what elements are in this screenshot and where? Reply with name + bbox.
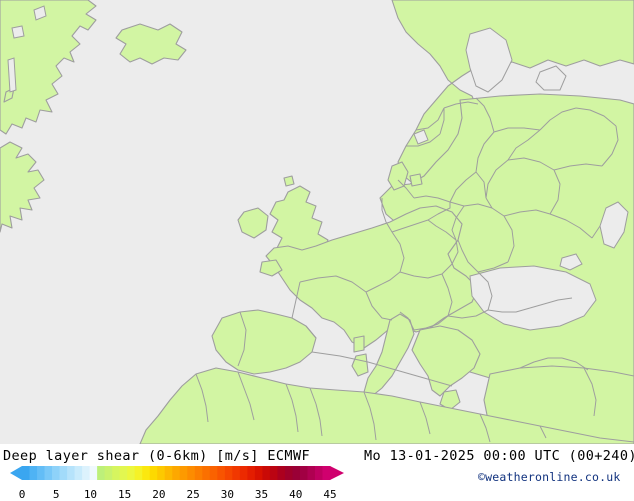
colorbar-swatch [277, 466, 286, 480]
colorbar-swatch [209, 466, 218, 480]
colorbar-swatches [10, 466, 344, 480]
landmass-north-africa [139, 367, 634, 444]
colorbar-swatch [172, 466, 181, 480]
gulf-of-bothnia [465, 27, 513, 93]
colorbar-swatch [134, 466, 143, 480]
landmass-iceland [115, 23, 187, 65]
map-svg: .land{fill:#d2f5a3;stroke:#9e9e9e;stroke… [0, 0, 634, 444]
colorbar-swatch [104, 466, 113, 480]
lake-vanern [413, 129, 429, 145]
colorbar-swatch [74, 466, 83, 480]
map-valid-time: Mo 13-01-2025 00:00 UTC (00+240) [364, 448, 634, 464]
colorbar-swatch [187, 466, 196, 480]
colorbar-swatch [44, 466, 53, 480]
landmass-scotland-isles [283, 175, 295, 187]
colorbar-swatch [247, 466, 256, 480]
colorbar-swatch [52, 466, 61, 480]
colorbar-swatch [142, 466, 151, 480]
map-title: Deep layer shear (0-6km) [m/s] ECMWF [3, 448, 310, 464]
greenland-fjord [33, 5, 47, 21]
colorbar-swatch [29, 466, 38, 480]
landmass-brittany [259, 259, 283, 277]
greenland-lake-b [11, 25, 25, 39]
colorbar-swatch [284, 466, 293, 480]
colorbar-swatch [164, 466, 173, 480]
colorbar-swatch [82, 466, 91, 480]
colorbar-swatch [112, 466, 121, 480]
landmass-corsica [353, 335, 365, 353]
landmass-scandinavia [391, 0, 634, 187]
weather-map-canvas[interactable]: .land{fill:#d2f5a3;stroke:#9e9e9e;stroke… [0, 0, 634, 444]
colorbar-swatch [239, 466, 248, 480]
colorbar-swatch [292, 466, 301, 480]
colorbar-swatch [179, 466, 188, 480]
landmass-denmark-island [409, 173, 423, 187]
colorbar-swatch [224, 466, 233, 480]
colorbar-swatch [22, 466, 31, 480]
colorbar-swatch [299, 466, 308, 480]
colorbar-swatch [37, 466, 46, 480]
sea-of-azov [559, 253, 583, 271]
greenland-inlet [7, 57, 17, 93]
colorbar-legend[interactable]: 0 5 10 15 20 25 30 35 40 45 [0, 466, 360, 501]
colorbar-swatch [149, 466, 158, 480]
country-borders [195, 97, 619, 443]
colorbar-swatch [254, 466, 263, 480]
landmass-balkans [411, 325, 481, 397]
colorbar-swatch [307, 466, 316, 480]
landmass-iberia [211, 309, 317, 375]
colorbar-swatch [127, 466, 136, 480]
colorbar-swatch [202, 466, 211, 480]
colorbar-swatch [217, 466, 226, 480]
coastline-detail-medit [311, 351, 453, 387]
colorbar-swatch [232, 466, 241, 480]
landmass-ireland [237, 207, 269, 239]
colorbar-left-arrow [10, 466, 22, 480]
landmass-greenland-south [0, 141, 45, 233]
caspian-sea [599, 201, 629, 249]
colorbar-swatch [322, 466, 331, 480]
colorbar-swatch [194, 466, 203, 480]
colorbar-swatch [262, 466, 271, 480]
colorbar-right-arrow [330, 466, 344, 480]
colorbar-tick-labels: 0 5 10 15 20 25 30 35 40 45 [0, 476, 360, 501]
colorbar-swatch [119, 466, 128, 480]
colorbar-swatch [269, 466, 278, 480]
colorbar-swatch [59, 466, 68, 480]
landmass-greece-peninsula [439, 389, 461, 411]
colorbar-swatch [314, 466, 323, 480]
colorbar-swatch [97, 466, 106, 480]
copyright-label: ©weatheronline.co.uk [478, 470, 621, 484]
colorbar-swatch [157, 466, 166, 480]
lake-ladoga [535, 65, 567, 91]
colorbar-swatch [89, 466, 98, 480]
map-footer: Deep layer shear (0-6km) [m/s] ECMWF Mo … [0, 444, 634, 501]
colorbar-swatch [67, 466, 76, 480]
